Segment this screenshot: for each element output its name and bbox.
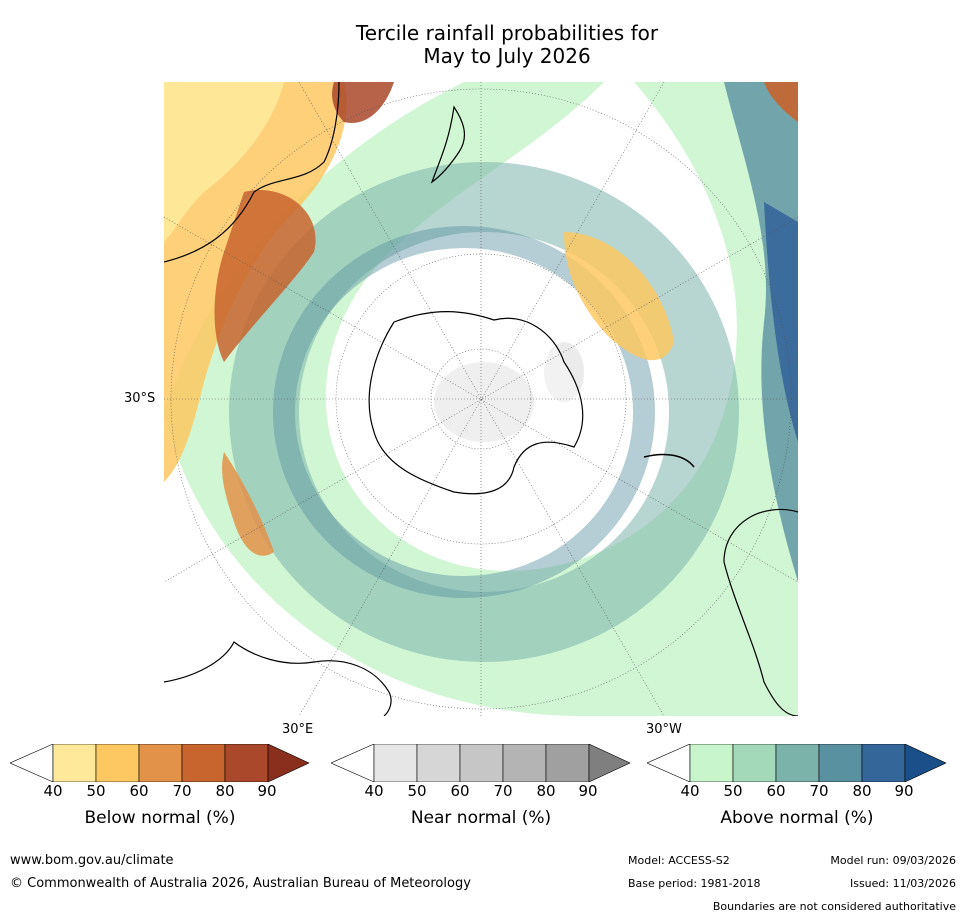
tick-label: 90: [578, 782, 598, 800]
tick-label: 70: [172, 782, 192, 800]
model-run-text: Model run: 09/03/2026: [830, 854, 956, 867]
colorbar-upper-extend: [904, 744, 947, 782]
colorbar-segment: [52, 744, 97, 782]
tick-label: 90: [894, 782, 914, 800]
longitude-label-30e: 30°E: [282, 722, 314, 737]
tick-label: 60: [766, 782, 786, 800]
colorbar-segment: [861, 744, 906, 782]
issued-text: Issued: 11/03/2026: [849, 877, 956, 890]
graticule: [164, 82, 798, 716]
below-normal-ne-corner: [764, 82, 798, 122]
map-title: Tercile rainfall probabilities for May t…: [0, 22, 965, 68]
colorbar-near-normal: [331, 744, 631, 782]
tick-label: 90: [257, 782, 277, 800]
tick-label: 60: [129, 782, 149, 800]
polar-rainfall-map: [164, 82, 798, 716]
australia-coastline: [164, 82, 340, 263]
colorbar-segment: [775, 744, 820, 782]
new-zealand-coastline: [430, 105, 466, 184]
latitude-label-30s: 30°S: [124, 391, 156, 406]
colorbar-segment: [459, 744, 504, 782]
model-text: Model: ACCESS-S2: [628, 854, 730, 867]
below-normal-australia-light: [164, 82, 284, 242]
tick-label: 70: [809, 782, 829, 800]
tick-label: 40: [364, 782, 384, 800]
tick-label: 50: [86, 782, 106, 800]
below-normal-southern-australia: [214, 190, 316, 362]
below-normal-indian-ocean: [222, 452, 274, 556]
colorbar-segment: [732, 744, 777, 782]
colorbar-segment: [545, 744, 590, 782]
near-normal-antarctica: [434, 362, 534, 442]
below-normal-pacific: [564, 232, 674, 361]
colorbar-segment: [689, 744, 734, 782]
tick-label: 80: [852, 782, 872, 800]
colorbar-below-label: Below normal (%): [84, 808, 236, 828]
colorbar-segment: [416, 744, 461, 782]
near-normal-patch: [544, 342, 584, 402]
colorbar-segment: [502, 744, 547, 782]
tick-label: 60: [450, 782, 470, 800]
tick-label: 40: [43, 782, 63, 800]
colorbar-segment: [373, 744, 418, 782]
base-period-text: Base period: 1981-2018: [628, 877, 761, 890]
below-normal-tasman: [332, 82, 394, 123]
bom-url-link[interactable]: www.bom.gov.au/climate: [10, 853, 174, 868]
tick-label: 50: [723, 782, 743, 800]
disclaimer-text: Boundaries are not considered authoritat…: [712, 900, 956, 913]
tick-label: 80: [536, 782, 556, 800]
tick-label: 70: [493, 782, 513, 800]
colorbar-upper-extend: [588, 744, 631, 782]
colorbar-segment: [224, 744, 269, 782]
colorbar-segment: [818, 744, 863, 782]
above-normal-east-band: [724, 82, 798, 582]
colorbar-lower-extend: [647, 744, 691, 782]
above-normal-ring-blue: [273, 226, 655, 598]
colorbar-upper-extend: [267, 744, 310, 782]
title-line-2: May to July 2026: [423, 44, 591, 68]
title-line-1: Tercile rainfall probabilities for: [355, 21, 659, 45]
south-georgia-coastline: [643, 453, 695, 468]
south-america-coastline: [723, 508, 798, 716]
colorbar-lower-extend: [331, 744, 375, 782]
colorbar-above-label: Above normal (%): [720, 808, 874, 828]
colorbar-segment: [138, 744, 183, 782]
tick-label: 40: [680, 782, 700, 800]
colorbar-near-label: Near normal (%): [410, 808, 552, 828]
colorbar-below-normal: [10, 744, 310, 782]
colorbar-segment: [181, 744, 226, 782]
antarctica-coastline: [368, 311, 584, 495]
copyright-text: © Commonwealth of Australia 2026, Austra…: [10, 876, 471, 891]
colorbar-lower-extend: [10, 744, 54, 782]
above-normal-ring-teal: [229, 162, 739, 662]
tick-label: 80: [215, 782, 235, 800]
tick-label: 50: [407, 782, 427, 800]
africa-coastline: [164, 641, 392, 716]
longitude-label-30w: 30°W: [646, 722, 682, 737]
colorbar-segment: [95, 744, 140, 782]
colorbar-above-normal: [647, 744, 947, 782]
